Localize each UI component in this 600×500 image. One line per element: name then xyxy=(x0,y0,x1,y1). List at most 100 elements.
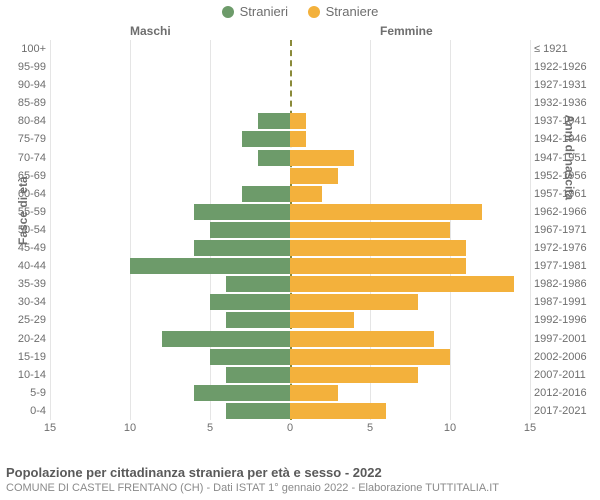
bar-male xyxy=(226,312,290,328)
age-label: 75-79 xyxy=(2,130,46,148)
chart-subtitle: COMUNE DI CASTEL FRENTANO (CH) - Dati IS… xyxy=(6,482,594,494)
bar-female xyxy=(290,186,322,202)
x-tick-label: 0 xyxy=(287,422,293,434)
bars-area: 100+≤ 192195-991922-192690-941927-193185… xyxy=(50,40,530,420)
pyramid-row: 70-741947-1951 xyxy=(50,149,530,167)
age-label: 50-54 xyxy=(2,221,46,239)
bar-female xyxy=(290,385,338,401)
age-label: 95-99 xyxy=(2,58,46,76)
plot-area: Fasce di età Anni di nascita 100+≤ 19219… xyxy=(50,40,530,440)
bar-male xyxy=(242,186,290,202)
bar-female xyxy=(290,150,354,166)
age-label: 45-49 xyxy=(2,239,46,257)
legend-label-female: Straniere xyxy=(326,4,379,19)
legend: Stranieri Straniere xyxy=(0,4,600,21)
bar-male xyxy=(226,367,290,383)
x-tick-label: 5 xyxy=(367,422,373,434)
birth-year-label: 1967-1971 xyxy=(534,221,594,239)
pyramid-row: 10-142007-2011 xyxy=(50,366,530,384)
bar-female xyxy=(290,294,418,310)
birth-year-label: 1942-1946 xyxy=(534,130,594,148)
birth-year-label: 2002-2006 xyxy=(534,348,594,366)
age-label: 100+ xyxy=(2,40,46,58)
birth-year-label: 1997-2001 xyxy=(534,330,594,348)
x-axis-ticks: 15105051015 xyxy=(50,422,530,438)
bar-male xyxy=(226,403,290,419)
bar-female xyxy=(290,204,482,220)
birth-year-label: 1952-1956 xyxy=(534,167,594,185)
birth-year-label: 1947-1951 xyxy=(534,149,594,167)
legend-item-male: Stranieri xyxy=(222,4,288,19)
age-label: 55-59 xyxy=(2,203,46,221)
bar-male xyxy=(210,294,290,310)
birth-year-label: ≤ 1921 xyxy=(534,40,594,58)
pyramid-row: 75-791942-1946 xyxy=(50,130,530,148)
age-label: 35-39 xyxy=(2,275,46,293)
birth-year-label: 1957-1961 xyxy=(534,185,594,203)
birth-year-label: 1987-1991 xyxy=(534,293,594,311)
pyramid-row: 80-841937-1941 xyxy=(50,112,530,130)
bar-male xyxy=(210,349,290,365)
bar-male xyxy=(130,258,290,274)
pyramid-row: 5-92012-2016 xyxy=(50,384,530,402)
bar-female xyxy=(290,276,514,292)
bar-female xyxy=(290,240,466,256)
population-pyramid-chart: Stranieri Straniere Maschi Femmine Fasce… xyxy=(0,0,600,500)
age-label: 20-24 xyxy=(2,330,46,348)
birth-year-label: 1932-1936 xyxy=(534,94,594,112)
bar-female xyxy=(290,367,418,383)
age-label: 25-29 xyxy=(2,311,46,329)
bar-male xyxy=(226,276,290,292)
birth-year-label: 1977-1981 xyxy=(534,257,594,275)
birth-year-label: 2017-2021 xyxy=(534,402,594,420)
pyramid-row: 20-241997-2001 xyxy=(50,330,530,348)
pyramid-row: 85-891932-1936 xyxy=(50,94,530,112)
age-label: 60-64 xyxy=(2,185,46,203)
legend-swatch-male xyxy=(222,6,234,18)
birth-year-label: 1972-1976 xyxy=(534,239,594,257)
bar-female xyxy=(290,131,306,147)
age-label: 5-9 xyxy=(2,384,46,402)
pyramid-row: 55-591962-1966 xyxy=(50,203,530,221)
age-label: 10-14 xyxy=(2,366,46,384)
header-male: Maschi xyxy=(130,24,171,38)
pyramid-row: 0-42017-2021 xyxy=(50,402,530,420)
birth-year-label: 1922-1926 xyxy=(534,58,594,76)
bar-female xyxy=(290,349,450,365)
age-label: 40-44 xyxy=(2,257,46,275)
grid-line xyxy=(530,40,531,420)
birth-year-label: 1937-1941 xyxy=(534,112,594,130)
bar-male xyxy=(194,385,290,401)
bar-male xyxy=(162,331,290,347)
age-label: 70-74 xyxy=(2,149,46,167)
bar-female xyxy=(290,168,338,184)
bar-male xyxy=(258,113,290,129)
bar-female xyxy=(290,222,450,238)
x-tick-label: 10 xyxy=(444,422,456,434)
bar-female xyxy=(290,331,434,347)
pyramid-row: 50-541967-1971 xyxy=(50,221,530,239)
birth-year-label: 1982-1986 xyxy=(534,275,594,293)
legend-label-male: Stranieri xyxy=(240,4,288,19)
pyramid-row: 25-291992-1996 xyxy=(50,311,530,329)
birth-year-label: 2007-2011 xyxy=(534,366,594,384)
bar-female xyxy=(290,258,466,274)
chart-footer: Popolazione per cittadinanza straniera p… xyxy=(6,465,594,494)
birth-year-label: 1927-1931 xyxy=(534,76,594,94)
pyramid-row: 15-192002-2006 xyxy=(50,348,530,366)
birth-year-label: 2012-2016 xyxy=(534,384,594,402)
header-female: Femmine xyxy=(380,24,433,38)
bar-female xyxy=(290,113,306,129)
pyramid-row: 95-991922-1926 xyxy=(50,58,530,76)
birth-year-label: 1962-1966 xyxy=(534,203,594,221)
bar-male xyxy=(258,150,290,166)
age-label: 85-89 xyxy=(2,94,46,112)
pyramid-row: 100+≤ 1921 xyxy=(50,40,530,58)
legend-item-female: Straniere xyxy=(308,4,379,19)
chart-title: Popolazione per cittadinanza straniera p… xyxy=(6,465,594,480)
age-label: 80-84 xyxy=(2,112,46,130)
age-label: 0-4 xyxy=(2,402,46,420)
pyramid-row: 90-941927-1931 xyxy=(50,76,530,94)
pyramid-row: 45-491972-1976 xyxy=(50,239,530,257)
bar-male xyxy=(194,240,290,256)
